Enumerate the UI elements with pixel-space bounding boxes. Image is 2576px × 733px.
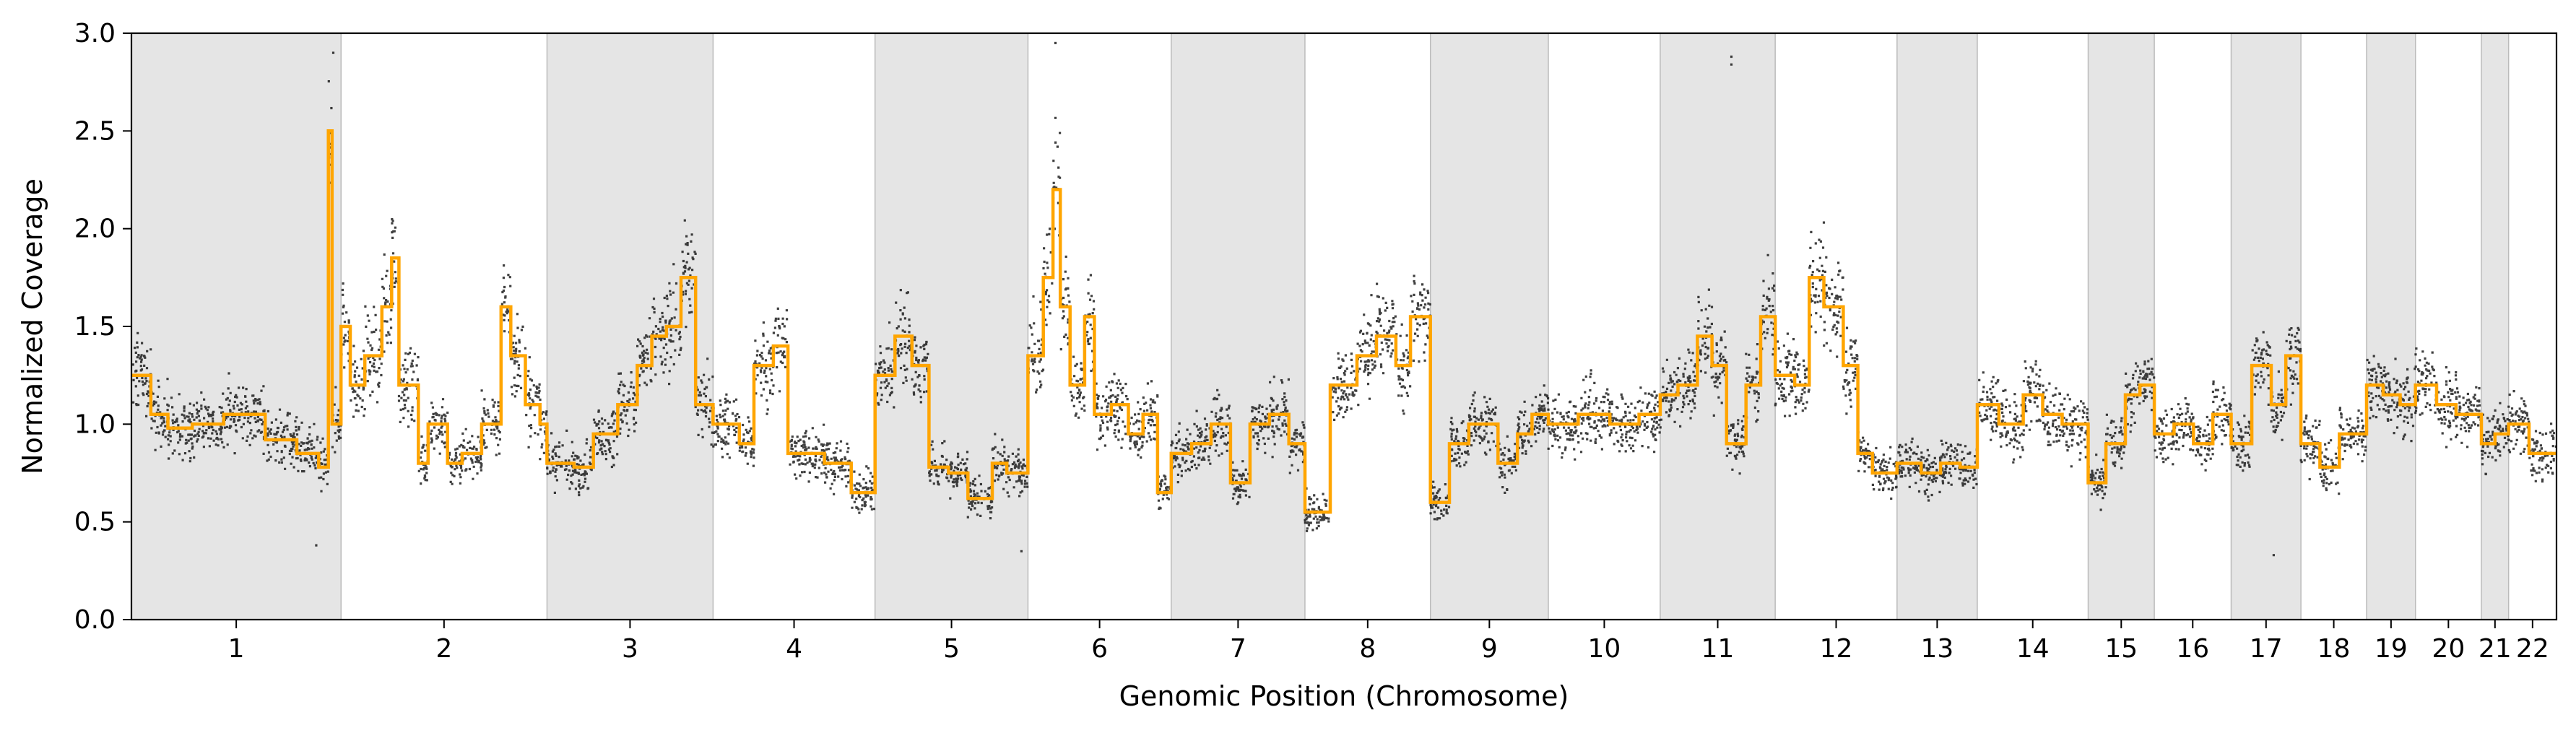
chromosome-band-5 — [874, 32, 1029, 620]
x-tick-label-chr7: 7 — [1230, 634, 1246, 664]
coverage-point-cloud — [131, 41, 2557, 557]
y-tick-label: 0.5 — [74, 508, 116, 537]
y-tick-label: 2.0 — [74, 214, 116, 244]
y-tick-label: 2.5 — [74, 116, 116, 146]
x-tick-label-chr9: 9 — [1481, 634, 1498, 664]
y-tick-label: 1.5 — [74, 312, 116, 342]
y-tick-label: 3.0 — [74, 19, 116, 48]
y-axis-title: Normalized Coverage — [17, 178, 48, 474]
x-tick-label-chr11: 11 — [1701, 634, 1735, 664]
x-tick-label-chr2: 2 — [435, 634, 452, 664]
coverage-points — [131, 41, 2557, 557]
chromosome-band-17 — [2230, 32, 2302, 620]
chromosome-band-15 — [2087, 32, 2155, 620]
x-tick-label-chr19: 19 — [2375, 634, 2408, 664]
x-tick-label-chr15: 15 — [2104, 634, 2138, 664]
y-tick-label: 1.0 — [74, 409, 116, 439]
x-tick-label-chr16: 16 — [2176, 634, 2209, 664]
chromosome-band-1 — [131, 32, 342, 620]
x-tick-label-chr18: 18 — [2317, 634, 2351, 664]
x-tick-label-chr17: 17 — [2250, 634, 2283, 664]
y-axis-ticks: 0.0 0.5 1.0 1.5 2.0 2.5 3.0 — [74, 19, 131, 635]
chromosome-band-9 — [1429, 32, 1549, 620]
chromosome-band-13 — [1896, 32, 1978, 620]
x-tick-label-chr14: 14 — [2016, 634, 2050, 664]
chromosome-band-11 — [1660, 32, 1776, 620]
chromosome-band-19 — [2366, 32, 2416, 620]
x-tick-label-chr5: 5 — [943, 634, 960, 664]
x-tick-label-chr3: 3 — [622, 634, 638, 664]
x-tick-label-chr10: 10 — [1588, 634, 1621, 664]
segment-step-line — [131, 129, 2557, 514]
x-tick-label-chr20: 20 — [2432, 634, 2465, 664]
chromosome-shading — [131, 32, 2510, 620]
chromosome-band-21 — [2481, 32, 2510, 620]
y-tick-label: 0.0 — [74, 605, 116, 635]
x-axis-title: Genomic Position (Chromosome) — [1119, 680, 1569, 712]
x-tick-label-chr4: 4 — [786, 634, 802, 664]
chromosome-band-3 — [546, 32, 714, 620]
chromosome-band-7 — [1171, 32, 1306, 620]
x-tick-label-chr22: 22 — [2516, 634, 2549, 664]
x-tick-label-chr6: 6 — [1091, 634, 1108, 664]
x-tick-label-chr1: 1 — [228, 634, 245, 664]
x-axis-ticks: 1 2 3 4 5 6 7 8 9 10 11 12 13 14 15 16 17 18 19 20 21 22 — [228, 620, 2549, 664]
x-tick-label-chr8: 8 — [1359, 634, 1376, 664]
x-tick-label-chr13: 13 — [1920, 634, 1953, 664]
x-tick-label-chr21: 21 — [2479, 634, 2512, 664]
segment-line — [131, 129, 2557, 514]
plot-frame — [130, 32, 2558, 621]
x-tick-label-chr12: 12 — [1820, 634, 1853, 664]
